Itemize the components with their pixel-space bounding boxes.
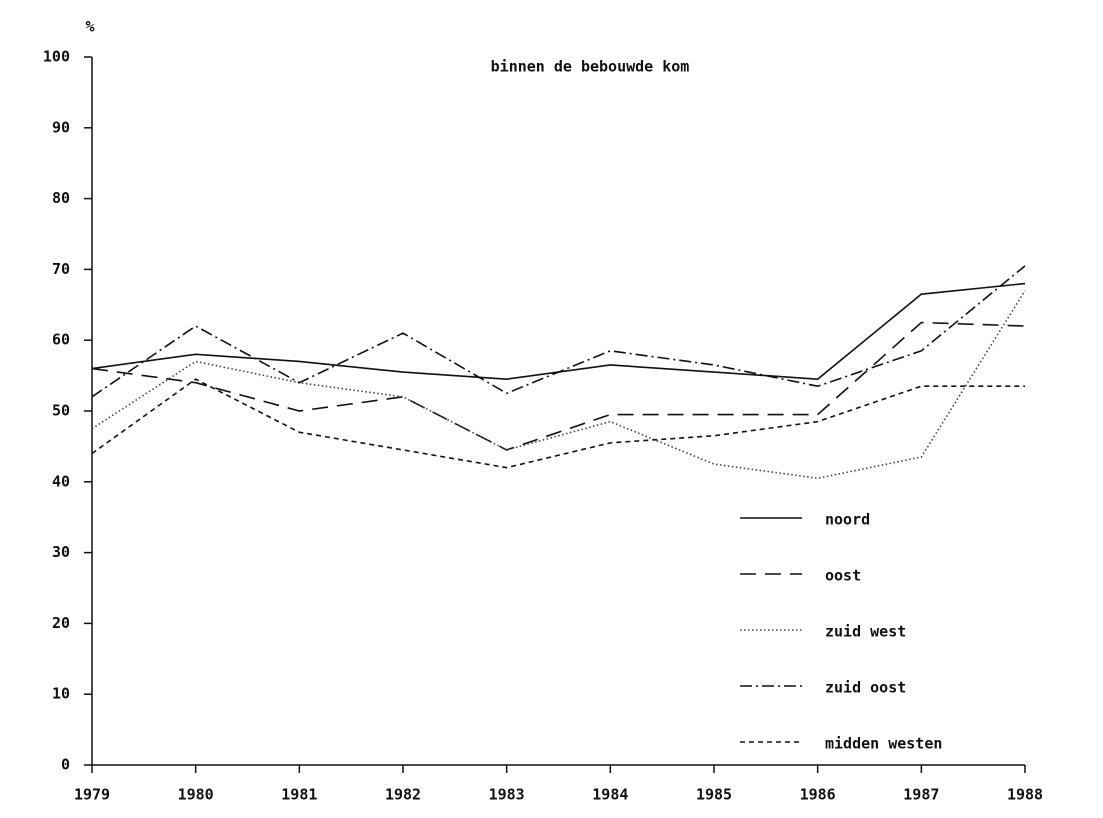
x-tick-label: 1981 [281,786,317,804]
x-tick-label: 1982 [385,786,421,804]
x-tick-label: 1985 [696,786,732,804]
x-tick-label: 1988 [1007,786,1043,804]
x-tick-label: 1979 [74,786,110,804]
legend-label: midden westen [825,735,942,753]
y-tick-label: 10 [52,685,70,703]
y-tick-label: 60 [52,331,70,349]
y-tick-label: 90 [52,118,70,136]
x-tick-label: 1984 [592,786,628,804]
legend-label: oost [825,567,861,585]
series-line [91,265,1026,398]
x-tick-label: 1986 [800,786,836,804]
y-tick-label: 20 [52,614,70,632]
series-line [91,282,1026,380]
y-axis-label: % [85,18,94,36]
legend-label: zuid west [825,623,906,641]
y-tick-label: 70 [52,260,70,278]
y-tick-label: 50 [52,402,70,420]
y-tick-label: 30 [52,543,70,561]
y-tick-label: 80 [52,189,70,207]
y-tick-label: 0 [61,756,70,774]
series-line [91,321,1026,451]
x-tick-label: 1980 [178,786,214,804]
y-tick-label: 100 [43,48,70,66]
x-tick-label: 1983 [489,786,525,804]
y-tick-label: 40 [52,472,70,490]
series-line [91,378,1025,469]
legend-label: zuid oost [825,679,906,697]
series-line [91,290,1026,480]
chart-title: binnen de bebouwde kom [491,58,690,76]
x-tick-label: 1987 [903,786,939,804]
legend-label: noord [825,511,870,529]
